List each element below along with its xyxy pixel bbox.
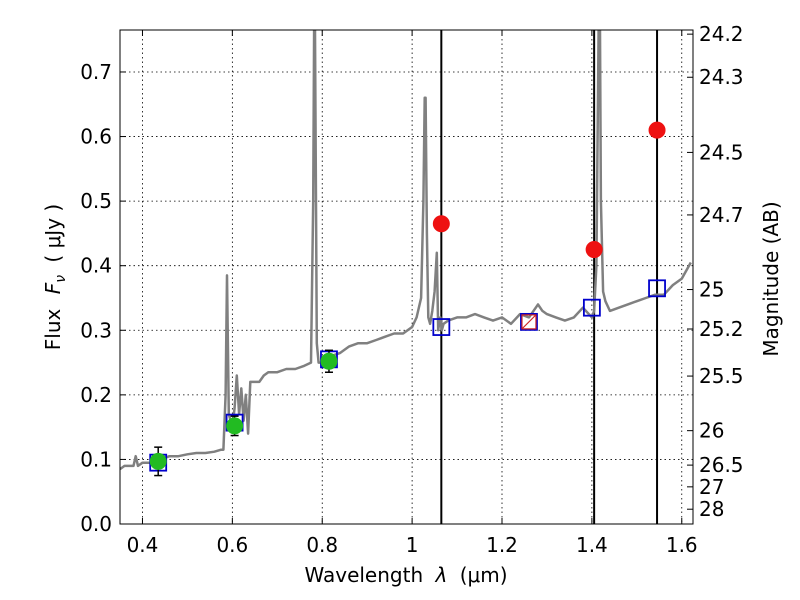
x-axis-title-prefix: Wavelength (304, 563, 423, 587)
y-axis-title-symbol: F (41, 282, 65, 294)
x-axis-title: Wavelength λ (μm) (304, 563, 507, 587)
x-tick-label: 0.6 (216, 533, 248, 557)
grid-layer (120, 30, 693, 525)
photometry-square (648, 279, 666, 298)
y2-tick-label: 28 (699, 497, 724, 521)
y2-tick-label: 24.7 (699, 203, 744, 227)
model-spectrum-layer (120, 30, 692, 471)
red-point (432, 215, 450, 233)
y-tick-label: 0.6 (80, 125, 112, 149)
y-tick-label: 0.2 (80, 383, 112, 407)
x-tick-label: 1 (406, 533, 419, 557)
y-tick-label: 0.4 (80, 254, 112, 278)
y2-tick-label: 24.2 (699, 22, 744, 46)
x-tick-label: 0.4 (127, 533, 159, 557)
y-tick-label: 0.5 (80, 189, 112, 213)
y2-tick-label: 25.2 (699, 317, 744, 341)
y-axis-title-unit: ( μJy ) (41, 204, 65, 263)
y2-tick-label: 27 (699, 475, 724, 499)
red-point (585, 241, 603, 259)
upper-limit-slash (521, 314, 537, 330)
y2-axis-title: Magnitude (AB) (759, 201, 783, 356)
x-tick-label: 0.8 (306, 533, 338, 557)
model-spectrum-line (120, 30, 692, 471)
photometry-square (432, 318, 451, 336)
green-point (149, 452, 167, 470)
y-tick-label: 0.3 (80, 318, 112, 342)
y-axis-title-prefix: Flux (41, 308, 65, 350)
y2-tick-label: 24.3 (699, 65, 744, 89)
upper-limit-box (521, 314, 537, 330)
y-tick-label: 0.0 (80, 512, 112, 536)
y2-tick-label: 25 (699, 278, 724, 302)
y2-tick-label: 26.5 (699, 453, 744, 477)
red-points (432, 121, 666, 259)
green-point (320, 352, 338, 370)
y-axis-title-subscript: ν (53, 275, 69, 283)
y-tick-label: 0.7 (80, 60, 112, 84)
y-axis-title: Flux Fν ( μJy ) (41, 204, 70, 350)
red-point (648, 121, 666, 139)
axis-ticks: 0.4 0.6 0.8 1 1.2 1.4 1.6 0.0 0.1 0.2 0.3 0.4 0.5 0.6… (80, 22, 743, 557)
x-tick-label: 1.6 (666, 533, 698, 557)
green-detections (149, 349, 338, 477)
y-tick-label: 0.1 (80, 447, 112, 471)
y2-tick-label: 25.5 (699, 364, 744, 388)
y2-tick-label: 26 (699, 419, 724, 443)
x-tick-label: 1.2 (486, 533, 518, 557)
plot-frame (119, 29, 694, 525)
photometry-square (582, 298, 601, 317)
green-point (226, 417, 244, 435)
x-axis-title-unit: (μm) (460, 563, 508, 587)
y2-tick-label: 24.5 (699, 140, 744, 164)
vertical-lines (440, 30, 659, 524)
photometry-square (520, 312, 538, 331)
x-axis-title-symbol: λ (435, 563, 448, 587)
x-tick-label: 1.4 (576, 533, 608, 557)
